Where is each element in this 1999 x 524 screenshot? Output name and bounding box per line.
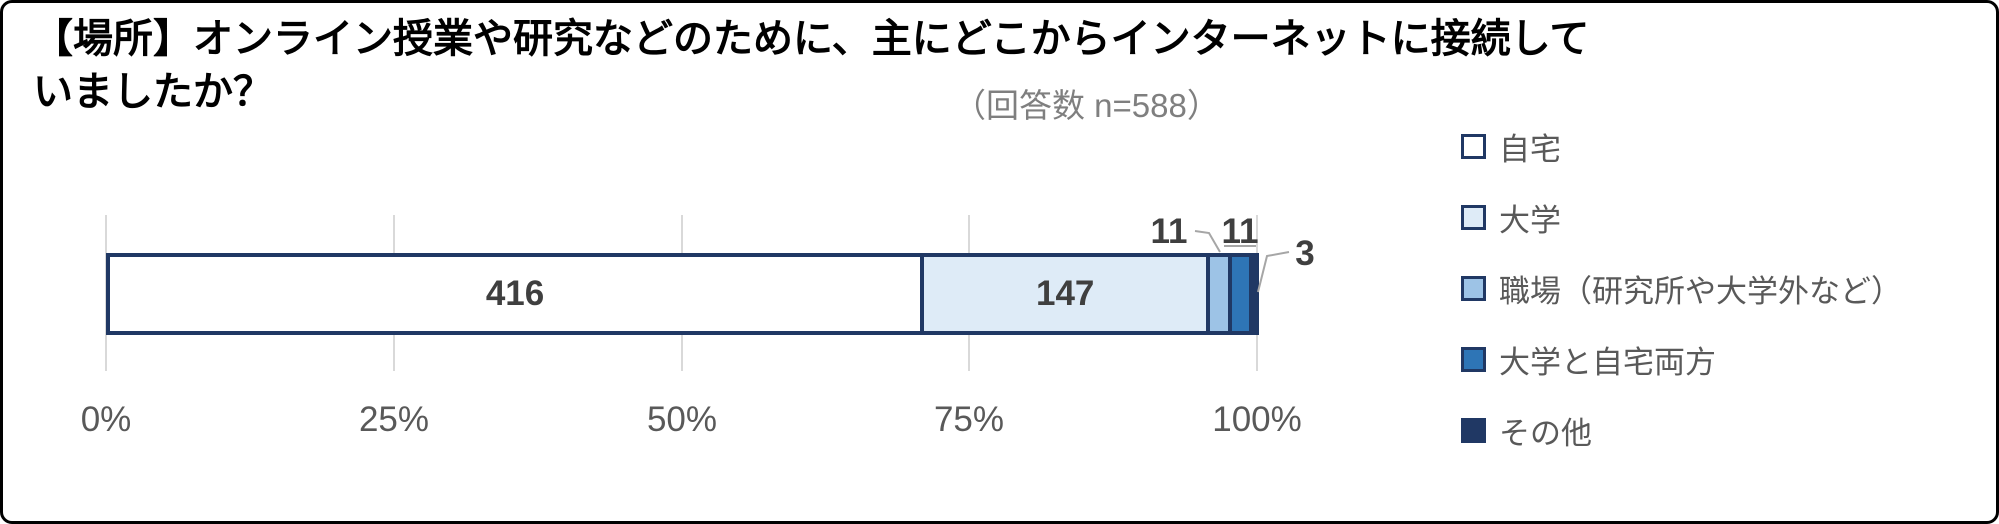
segment-label-jitaku: 416 [485, 274, 545, 313]
outside-label-ryoho: 11 [1221, 212, 1259, 251]
legend: 自宅 大学 職場（研究所や大学外など） 大学と自宅両方 その他 [1461, 131, 1902, 486]
bar-segment-sonota [1249, 257, 1255, 331]
legend-item-jitaku: 自宅 [1461, 131, 1902, 167]
leader-line-sonota [1257, 251, 1290, 293]
outside-label-sonota: 3 [1295, 234, 1315, 273]
legend-label-ryoho: 大学と自宅両方 [1499, 344, 1716, 380]
stacked-bar: 416 147 [106, 253, 1259, 335]
bar-segment-daigaku: 147 [920, 257, 1207, 331]
legend-item-shokuba: 職場（研究所や大学外など） [1461, 273, 1902, 309]
x-tick-75: 75% [933, 400, 1005, 439]
bar-segment-jitaku: 416 [110, 257, 921, 331]
x-tick-0: 0% [80, 400, 132, 439]
x-tick-100: 100% [1212, 400, 1302, 439]
legend-label-daigaku: 大学 [1499, 202, 1561, 238]
chart-title-line1: 【場所】オンライン授業や研究などのために、主にどこからインターネットに接続して [33, 17, 1590, 61]
bar-segment-ryoho [1227, 257, 1250, 331]
outside-label-shokuba: 11 [1150, 212, 1188, 251]
bar-segment-shokuba [1206, 257, 1228, 331]
legend-label-shokuba: 職場（研究所や大学外など） [1499, 273, 1902, 309]
legend-label-sonota: その他 [1499, 415, 1592, 451]
chart-title-line2: いましたか？ [33, 70, 273, 114]
legend-item-ryoho: 大学と自宅両方 [1461, 344, 1902, 380]
segment-label-daigaku: 147 [1035, 274, 1095, 313]
chart-title: 【場所】オンライン授業や研究などのために、主にどこからインターネットに接続して … [33, 13, 1589, 119]
legend-swatch-daigaku-icon [1461, 204, 1486, 230]
x-tick-50: 50% [646, 400, 718, 439]
legend-item-daigaku: 大学 [1461, 202, 1902, 238]
legend-swatch-shokuba-icon [1461, 275, 1486, 301]
legend-item-sonota: その他 [1461, 415, 1902, 451]
legend-label-jitaku: 自宅 [1499, 131, 1561, 167]
legend-swatch-jitaku-icon [1461, 133, 1486, 159]
chart-subtitle: （回答数 n=588） [953, 87, 1220, 124]
legend-swatch-ryoho-icon [1461, 346, 1486, 372]
legend-swatch-sonota-icon [1461, 417, 1486, 443]
x-tick-25: 25% [358, 400, 430, 439]
